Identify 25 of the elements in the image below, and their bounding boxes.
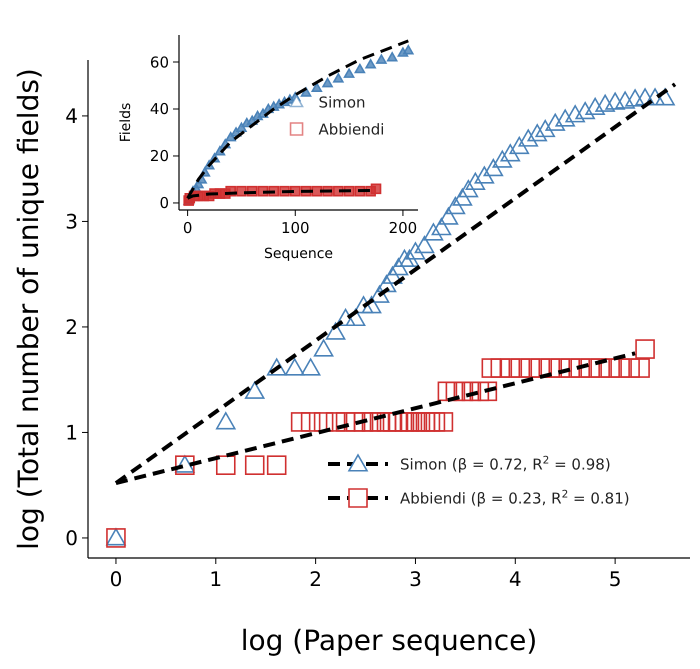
legend-label: Abbiendi: [318, 120, 384, 138]
x-tick-label: 1: [209, 567, 222, 591]
x-tick-label: 3: [409, 567, 422, 591]
y-tick-label: 40: [150, 100, 169, 118]
y-tick-label: 4: [65, 104, 78, 128]
x-tick-label: 0: [182, 219, 192, 237]
x-axis-title: Sequence: [264, 246, 334, 262]
y-tick-label: 0: [159, 194, 169, 212]
y-tick-label: 20: [150, 147, 169, 166]
x-axis-title: log (Paper sequence): [240, 624, 538, 657]
legend-label: Simon: [318, 93, 366, 112]
x-tick-label: 4: [508, 567, 522, 591]
x-tick-label: 5: [608, 567, 622, 591]
y-tick-label: 0: [65, 526, 78, 550]
x-tick-label: 200: [388, 219, 418, 237]
x-tick-label: 2: [309, 567, 322, 591]
y-tick-label: 2: [65, 314, 78, 339]
y-tick-label: 60: [150, 53, 169, 72]
legend-label: Simon (β = 0.72, R$^{2}$ = 0.98): [400, 454, 611, 474]
legend-label: Abbiendi (β = 0.23, R$^{2}$ = 0.81): [400, 488, 630, 508]
x-tick-label: 0: [110, 567, 122, 591]
y-axis-title: Fields: [118, 102, 134, 142]
y-axis-title: log (Total number of unique fields): [12, 68, 45, 550]
x-tick-label: 100: [280, 219, 310, 237]
y-tick-label: 1: [65, 420, 78, 444]
